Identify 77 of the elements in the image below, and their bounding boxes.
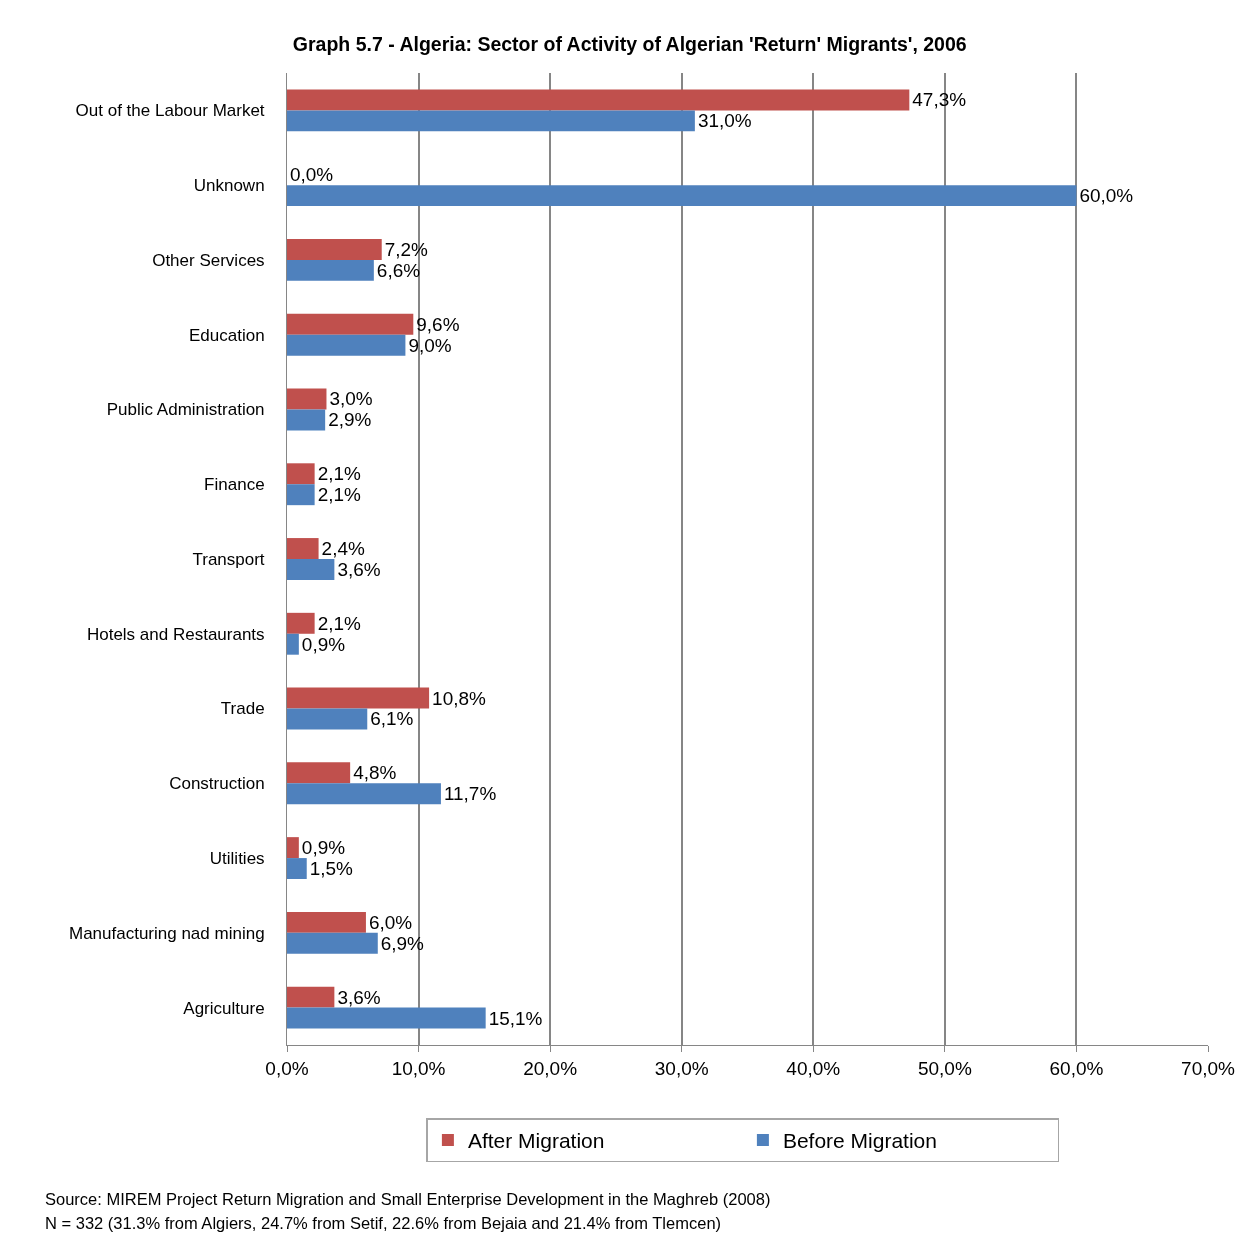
y-tick-label: Out of the Labour Market [75, 101, 265, 121]
source-note: Source: MIREM Project Return Migration and Small Enterprise Development in the Maghreb (2008) [45, 1190, 771, 1208]
bar [287, 633, 299, 655]
y-tick-label: Transport [192, 549, 265, 569]
bar [287, 837, 299, 859]
data-label: 15,1% [488, 1007, 543, 1029]
bar [287, 612, 315, 634]
data-label: 9,0% [408, 334, 452, 356]
y-tick-label: Finance [204, 475, 265, 495]
x-tick-label: 70,0% [1181, 1057, 1236, 1079]
data-label: 2,1% [317, 484, 361, 506]
bar [287, 110, 695, 132]
bar [287, 259, 374, 281]
data-label: 6,0% [368, 911, 413, 933]
data-label: 0,0% [290, 164, 334, 186]
bar [287, 409, 326, 431]
text: N = 332 (31.3% from Algiers, 24.7% from Setif, 22.6% from Bejaia and 21.4% from Tlemcen) [45, 1214, 722, 1232]
data-label: 60,0% [1079, 185, 1134, 207]
x-tick-label: 50,0% [917, 1057, 972, 1079]
legend-label: Before Migration [782, 1129, 937, 1153]
data-label: 9,6% [416, 313, 460, 335]
bar [287, 911, 366, 933]
y-tick-label: Agriculture [183, 998, 265, 1018]
bar [287, 89, 910, 111]
bar [287, 762, 351, 784]
data-label: 4,8% [353, 762, 397, 784]
data-label: 3,6% [337, 986, 381, 1008]
bar [287, 334, 406, 356]
bar [287, 388, 327, 410]
bar [287, 783, 441, 805]
data-label: 31,0% [697, 110, 752, 132]
y-tick-label: Trade [220, 699, 265, 719]
data-label: 47,3% [912, 89, 967, 111]
data-label: 2,4% [321, 538, 365, 560]
bar [287, 708, 368, 730]
y-tick-label: Hotels and Restaurants [86, 624, 265, 644]
data-label: 2,1% [317, 463, 361, 485]
data-label: 3,0% [329, 388, 373, 410]
bar [287, 238, 382, 260]
bar [287, 484, 315, 506]
x-tick-label: 30,0% [654, 1057, 709, 1079]
data-label: 0,9% [301, 837, 346, 859]
data-label: 2,9% [328, 409, 372, 431]
y-tick-label: Utilities [209, 849, 265, 869]
x-tick-label: 20,0% [523, 1057, 578, 1079]
data-label: 6,1% [370, 708, 414, 730]
bar [287, 986, 335, 1008]
bar [287, 538, 319, 559]
data-label: 6,6% [376, 259, 421, 281]
bar [287, 313, 414, 335]
y-tick-label: Construction [169, 774, 265, 794]
data-label: 2,1% [317, 612, 361, 634]
bar [287, 1007, 486, 1029]
bar [287, 463, 315, 485]
y-tick-label: Unknown [193, 176, 265, 196]
data-label: 10,8% [432, 687, 486, 709]
x-tick-label: 10,0% [391, 1057, 446, 1079]
data-label: 3,6% [337, 558, 381, 580]
data-label: 11,7% [443, 783, 497, 805]
chart-title: Graph 5.7 - Algeria: Sector of Activity of Algerian 'Return' Migrants', 2006 [292, 32, 967, 55]
y-tick-label: Other Services [152, 250, 265, 270]
data-label: 6,9% [380, 932, 425, 954]
bar [287, 932, 378, 954]
bar [287, 559, 335, 580]
bar [287, 185, 1077, 207]
data-label: 7,2% [384, 238, 429, 260]
bar [287, 858, 307, 880]
y-tick-label: Public Administration [106, 400, 265, 420]
legend-label: After Migration [467, 1129, 605, 1153]
y-tick-label: Education [188, 325, 265, 345]
x-tick-label: 60,0% [1049, 1057, 1104, 1079]
x-tick-label: 40,0% [786, 1057, 841, 1079]
y-tick-label: Manufacturing nad mining [68, 923, 265, 943]
data-label: 1,5% [309, 858, 354, 880]
bar [287, 687, 430, 709]
data-label: 0,9% [301, 633, 346, 655]
x-tick-label: 0,0% [265, 1057, 309, 1079]
